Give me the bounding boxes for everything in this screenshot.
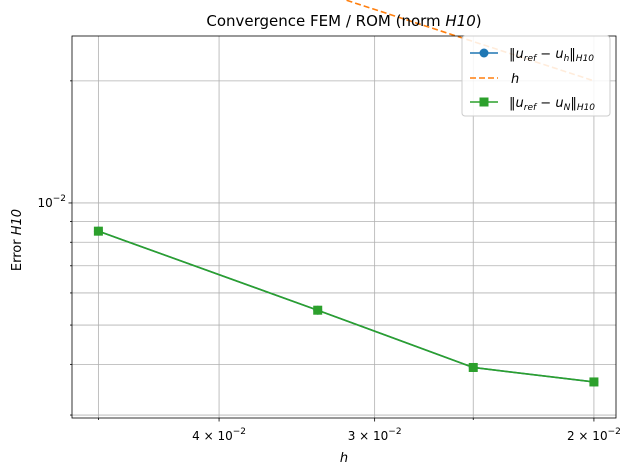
series-2 [93,226,599,387]
x-tick-label: 3 × 10−2 [348,427,402,443]
y-axis-label: Error H10 [10,209,25,271]
legend-marker-rom [479,97,489,107]
legend-label-h: h [511,72,519,87]
chart-title-prefix: Convergence FEM / ROM (norm [206,12,445,30]
legend: ‖uref − uh‖H10 h ‖uref − uN‖H10 [461,35,611,117]
data-point [93,226,103,236]
y-axis-label-prefix: Error [10,235,25,271]
legend-box [461,35,611,117]
data-point [313,305,323,315]
y-tick-label: 10−2 [37,194,66,210]
x-tick-label: 4 × 10−2 [192,427,246,443]
x-axis-label: h [340,451,348,466]
y-axis-label-italic: H10 [10,209,25,235]
series-line [98,230,595,383]
data-point [468,362,478,372]
axis-ticks: 4 × 10−2 3 × 10−2 2 × 10−2 10−2 [37,80,621,443]
legend-marker-fem [479,48,489,58]
series-0 [93,226,599,387]
x-tick-label: 2 × 10−2 [567,427,621,443]
legend-entry-h: h [470,72,519,87]
chart-title-suffix: ) [476,12,482,30]
plot-frame [71,35,617,419]
data-point [589,377,599,387]
chart-title: Convergence FEM / ROM (norm H10) [206,12,481,30]
chart-title-italic: H10 [445,12,475,30]
series-line [98,230,595,383]
